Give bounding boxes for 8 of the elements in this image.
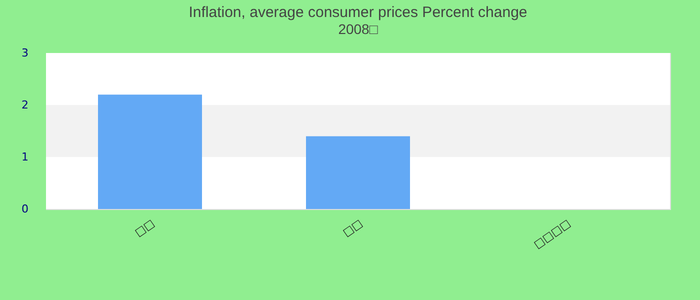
- y-tick-label: 3: [22, 46, 28, 60]
- x-tick-label: □□: [132, 216, 157, 240]
- y-tick-label: 1: [22, 150, 28, 164]
- y-tick-label: 2: [22, 98, 28, 112]
- chart-subtitle: 2008□: [338, 21, 378, 37]
- x-tick-label: □□: [340, 216, 365, 240]
- chart-title: Inflation, average consumer prices Percent change: [188, 4, 528, 21]
- y-tick-label: 0: [22, 202, 28, 216]
